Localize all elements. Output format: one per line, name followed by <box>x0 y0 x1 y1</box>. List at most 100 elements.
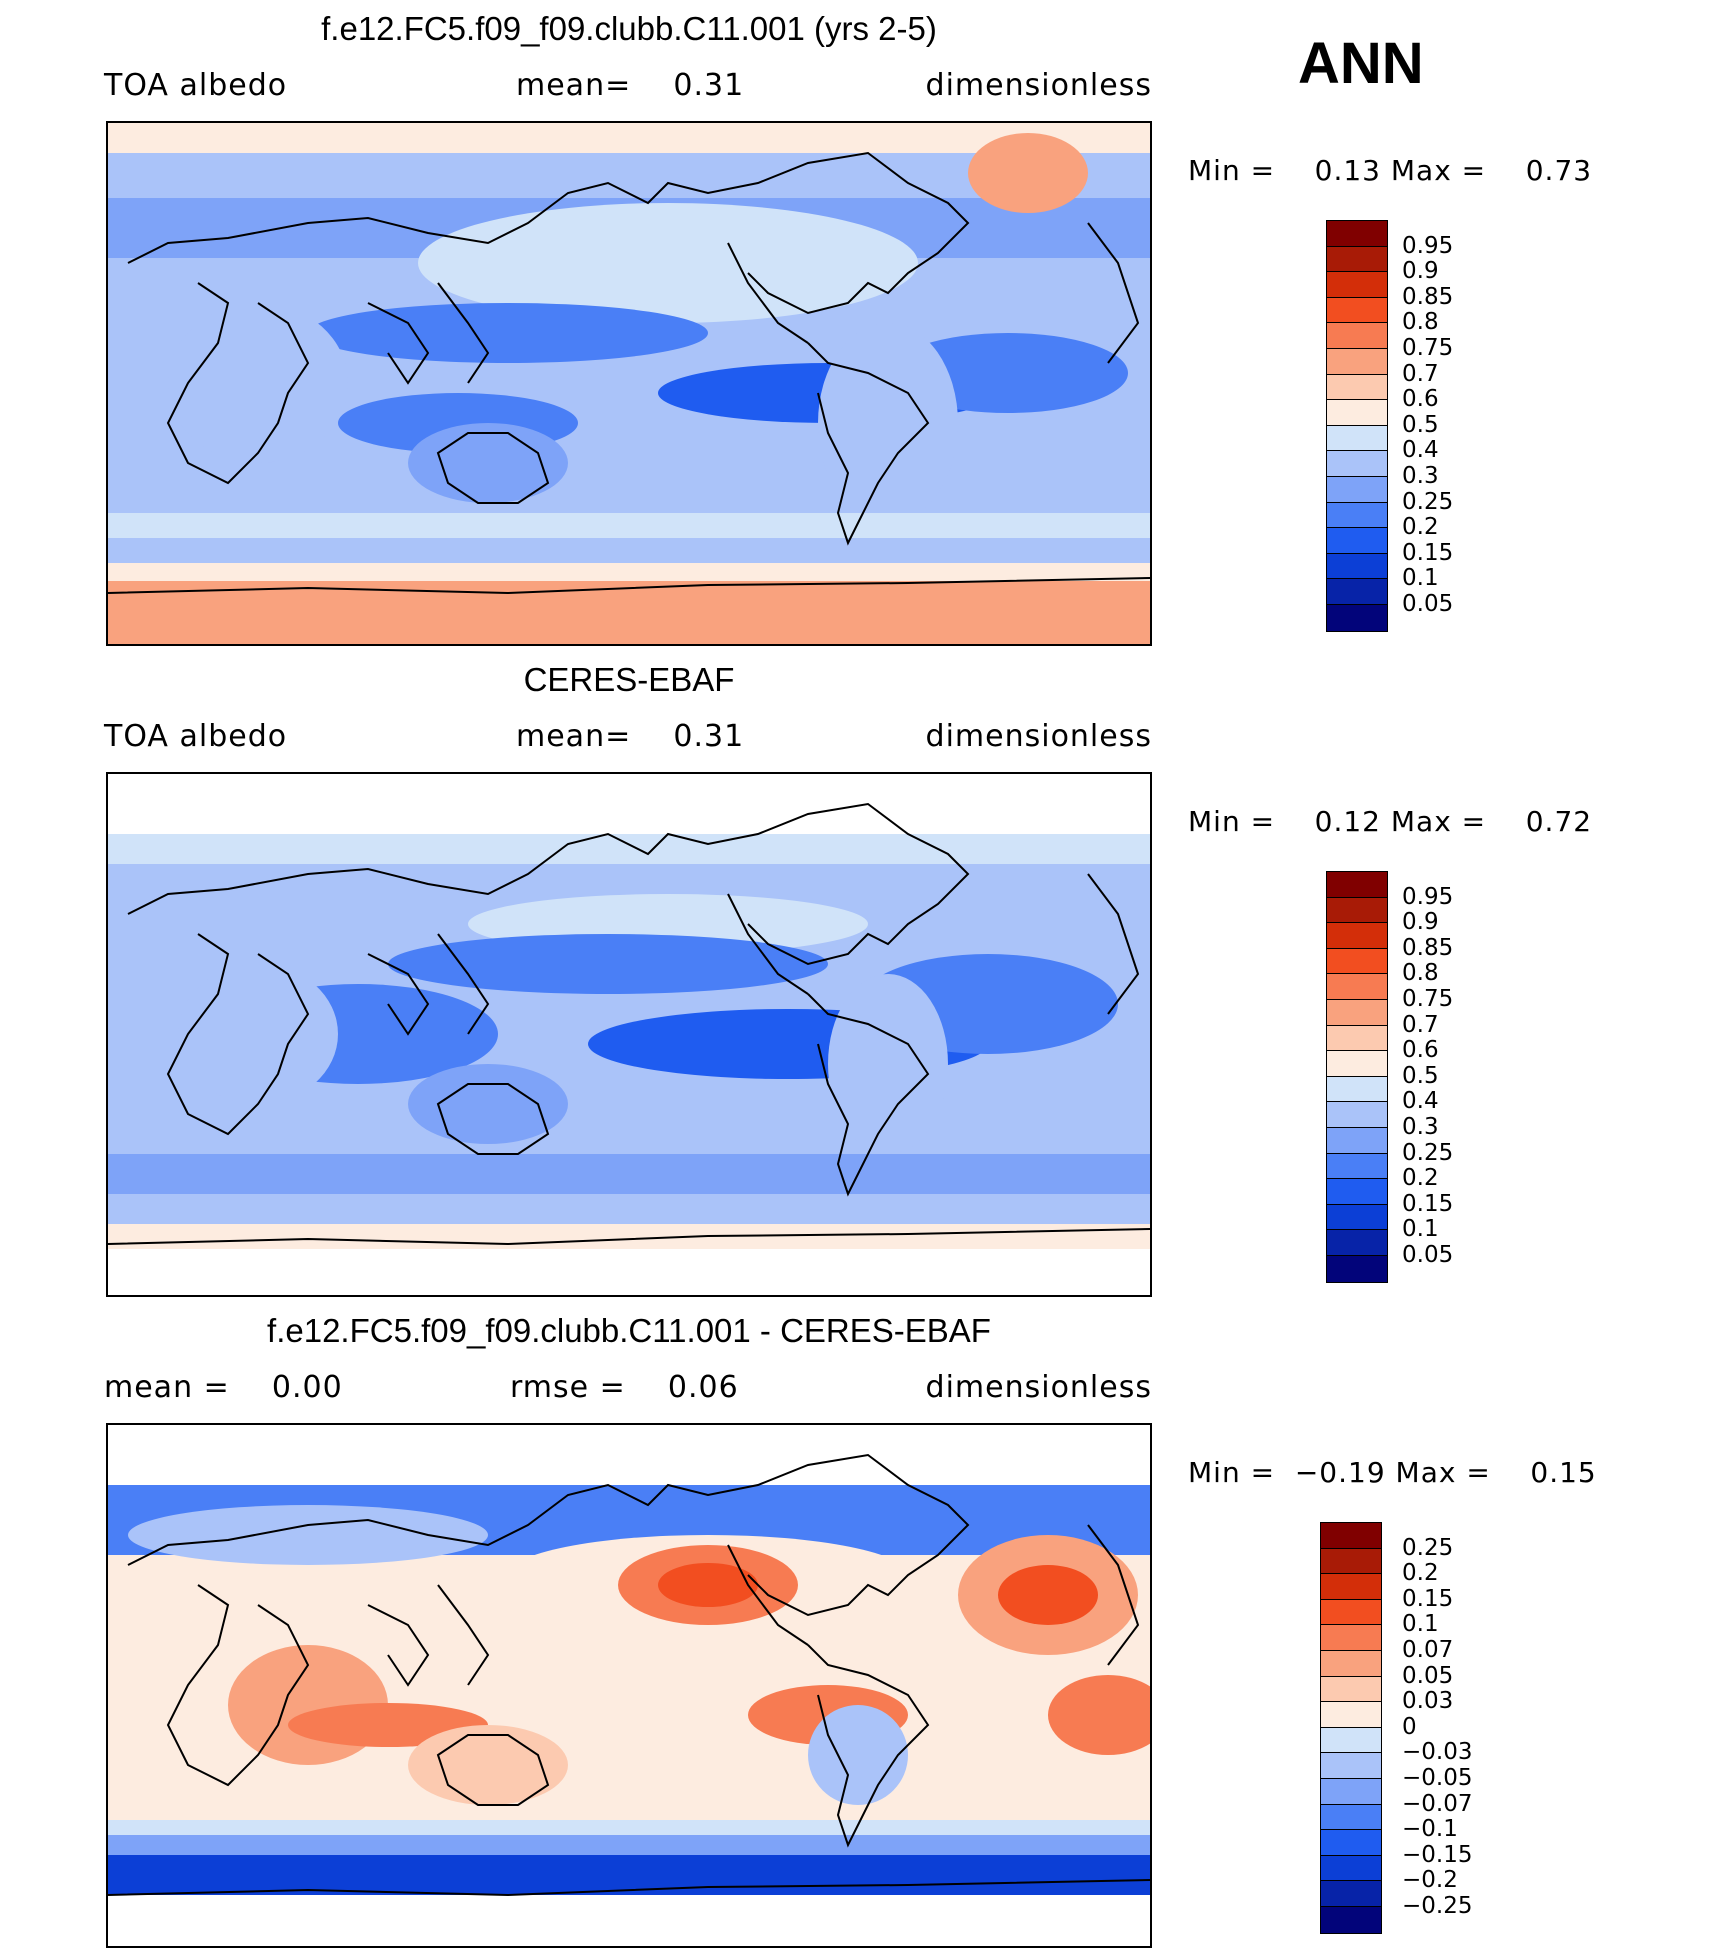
map-blob <box>408 1725 568 1805</box>
coastline <box>108 577 1150 595</box>
variable-label: TOA albedo <box>104 68 288 103</box>
colorbar-swatch <box>1327 1204 1387 1231</box>
colorbar-swatch <box>1327 1179 1387 1205</box>
colorbar <box>1326 220 1388 632</box>
coastline <box>436 1083 550 1155</box>
mean-label: mean= 0.31 <box>516 719 745 754</box>
map-band <box>108 1820 1150 1835</box>
map-blob <box>828 974 948 1154</box>
units-label: dimensionless <box>925 719 1152 754</box>
colorbar <box>1326 871 1388 1283</box>
colorbar-tick-label: 0.25 <box>1402 1534 1454 1561</box>
colorbar-swatch <box>1321 1804 1381 1831</box>
colorbar-swatch <box>1327 1076 1387 1103</box>
colorbar-tick-label: 0.9 <box>1402 909 1439 936</box>
colorbar-tick-label: 0.2 <box>1402 1165 1439 1192</box>
colorbar-swatch <box>1327 502 1387 529</box>
colorbar-swatch <box>1327 400 1387 426</box>
coastline <box>727 242 809 344</box>
colorbar-tick-label: 0.85 <box>1402 283 1454 310</box>
colorbar-swatch <box>1327 1230 1387 1256</box>
panel-title: CERES-EBAF <box>523 661 735 698</box>
coastline <box>1087 873 1140 1015</box>
colorbar-swatch <box>1321 1676 1381 1703</box>
colorbar-swatch <box>1327 923 1387 949</box>
colorbar-tick-label: 0.9 <box>1402 258 1439 285</box>
coastline <box>436 1734 550 1806</box>
coastline <box>127 802 970 966</box>
map-plot <box>106 1423 1152 1948</box>
colorbar-swatch <box>1327 604 1387 631</box>
colorbar-swatch <box>1327 1255 1387 1282</box>
map-band <box>108 1835 1150 1855</box>
coastline <box>437 1584 490 1686</box>
coastline <box>166 933 310 1136</box>
colorbar-swatch <box>1321 1574 1381 1600</box>
colorbar-tick-label: 0.6 <box>1402 386 1439 413</box>
panel-observations: CERES-EBAF TOA albedo mean= 0.31 dimensi… <box>0 651 1710 1301</box>
colorbar-swatch <box>1321 1625 1381 1651</box>
colorbar-tick-label: 0.05 <box>1402 591 1454 617</box>
colorbar-tick-label: −0.05 <box>1402 1765 1473 1791</box>
map-band <box>108 581 1150 644</box>
coastline <box>727 893 809 995</box>
coastline <box>108 1228 1150 1246</box>
map-blob <box>308 303 708 363</box>
map-band <box>108 513 1150 538</box>
colorbar-tick-label: 0.15 <box>1402 1190 1454 1217</box>
panel-model: f.e12.FC5.f09_f09.clubb.C11.001 (yrs 2-5… <box>0 0 1710 650</box>
colorbar-tick-label: −0.25 <box>1402 1893 1473 1919</box>
colorbar-swatch <box>1327 221 1387 247</box>
colorbar-swatch <box>1327 974 1387 1000</box>
colorbar-swatch <box>1327 1153 1387 1180</box>
colorbar-swatch <box>1321 1753 1381 1779</box>
colorbar-swatch <box>1327 1051 1387 1077</box>
colorbar-tick-label: 0.2 <box>1402 1560 1439 1587</box>
map-blob <box>418 203 918 323</box>
colorbar-swatch <box>1321 1906 1381 1933</box>
colorbar-swatch <box>1327 297 1387 324</box>
colorbar-swatch <box>1327 451 1387 477</box>
colorbar-tick-label: 0.25 <box>1402 1139 1454 1166</box>
colorbar-tick-label: 0.1 <box>1402 1611 1439 1638</box>
colorbar-tick-label: 0.1 <box>1402 565 1439 592</box>
map-blob <box>408 423 568 503</box>
map-band <box>108 1895 1150 1946</box>
map-band <box>108 1249 1150 1295</box>
mean-label: mean= 0.31 <box>516 68 745 103</box>
colorbar-swatch <box>1321 1523 1381 1549</box>
map-blob <box>968 133 1088 213</box>
colorbar-tick-label: 0.4 <box>1402 1088 1439 1115</box>
units-label: dimensionless <box>925 1370 1152 1405</box>
map-blob <box>1048 1675 1150 1755</box>
colorbar-swatch <box>1321 1650 1381 1677</box>
map-band <box>108 1194 1150 1224</box>
colorbar-swatch <box>1321 1548 1381 1575</box>
colorbar-tick-label: −0.1 <box>1402 1816 1458 1843</box>
variable-label: TOA albedo <box>104 719 288 754</box>
colorbar-swatch <box>1321 1727 1381 1754</box>
coastline <box>436 432 550 504</box>
colorbar-tick-label: 0.8 <box>1402 960 1439 987</box>
colorbar-tick-label: 0.5 <box>1402 1062 1439 1089</box>
colorbar-tick-label: 0.07 <box>1402 1637 1454 1663</box>
coastline <box>367 1604 430 1687</box>
coastline <box>166 282 310 485</box>
colorbar-tick-label: 0.2 <box>1402 514 1439 541</box>
colorbar-tick-label: 0.05 <box>1402 1242 1454 1268</box>
map-band <box>108 774 1150 834</box>
colorbar-tick-label: 0.4 <box>1402 437 1439 464</box>
map-plot <box>106 121 1152 646</box>
season-label: ANN <box>1298 31 1424 96</box>
colorbar-tick-label: 0.75 <box>1402 986 1454 1012</box>
map-band <box>108 538 1150 563</box>
coastline <box>127 151 970 315</box>
colorbar-tick-label: 0.03 <box>1402 1688 1454 1715</box>
colorbar-tick-label: 0.95 <box>1402 232 1454 259</box>
coastline <box>1087 222 1140 364</box>
map-blob <box>388 934 828 994</box>
map-plot <box>106 772 1152 1297</box>
colorbar-tick-label: −0.2 <box>1402 1867 1458 1894</box>
coastline <box>437 933 490 1035</box>
colorbar-swatch <box>1321 1881 1381 1907</box>
